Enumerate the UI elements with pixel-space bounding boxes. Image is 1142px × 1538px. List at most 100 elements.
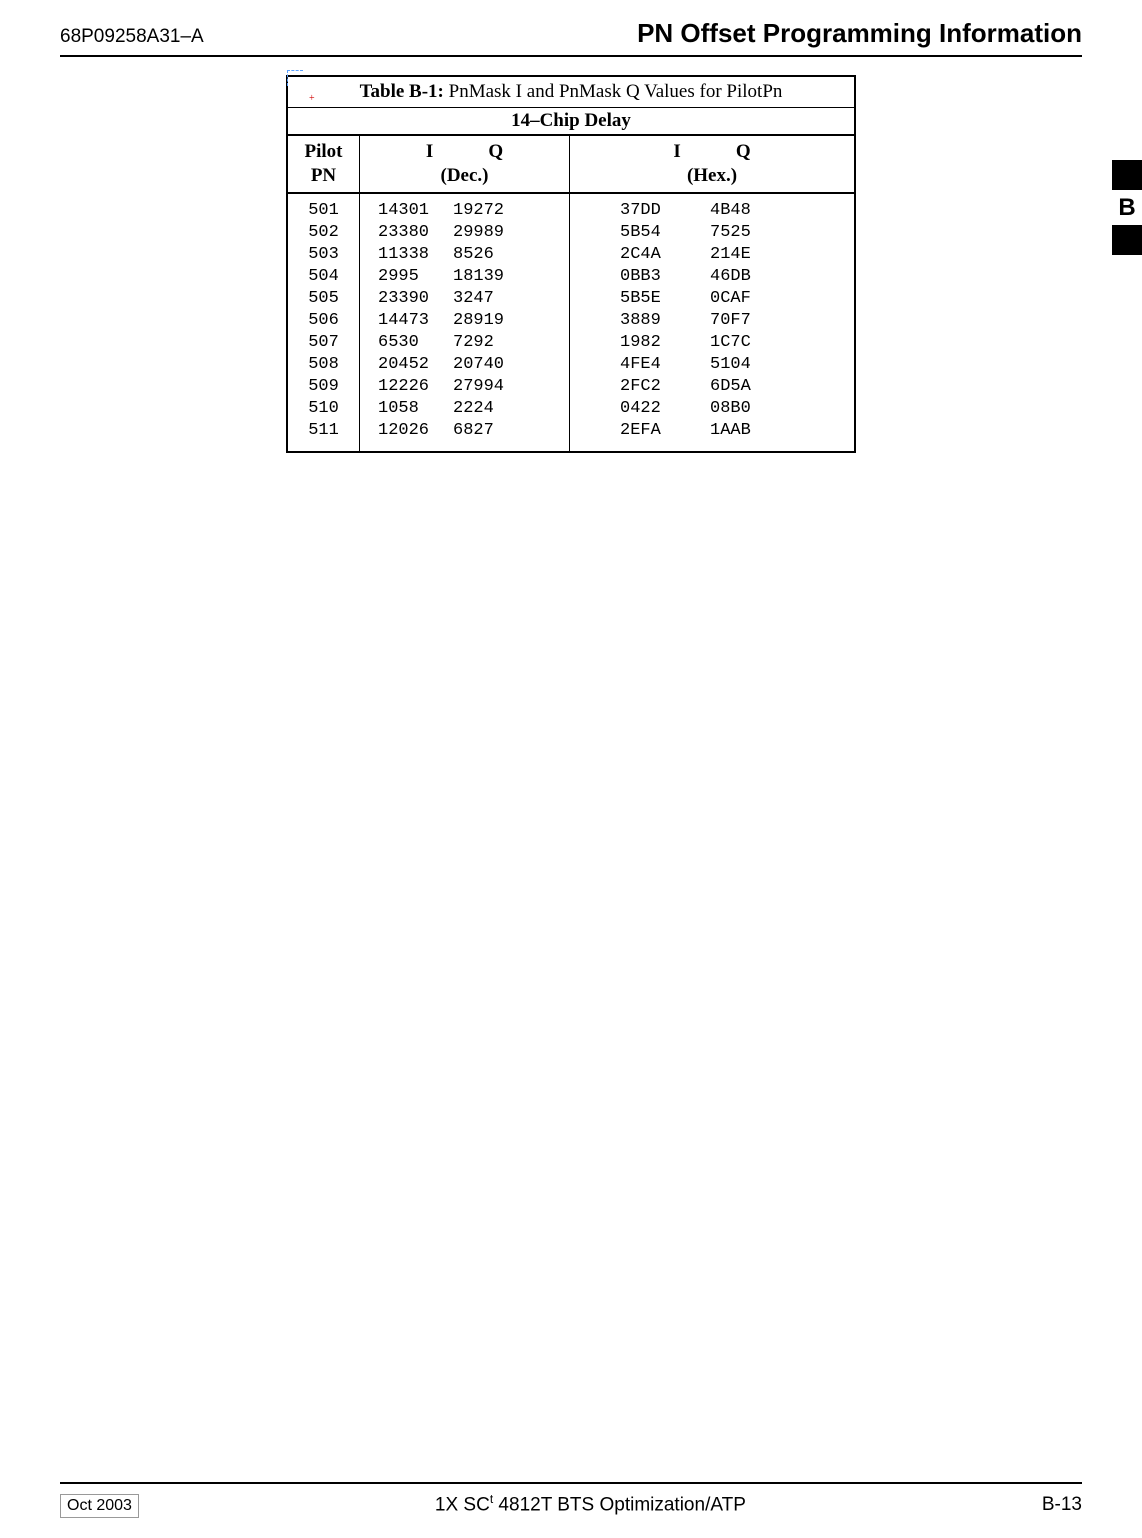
table-cell-q-hex: 08B0 [710,398,751,420]
footer-page-number: B-13 [1042,1494,1082,1516]
table-cell-q-hex: 7525 [710,222,751,244]
table-cell-q-dec: 3247 [453,288,494,310]
page: 68P09258A31–A PN Offset Programming Info… [0,0,1142,1538]
crop-dot-icon: + [309,93,315,104]
table-row-dec: 10582224 [378,398,569,420]
table-cell-q-dec: 27994 [453,376,504,398]
table-cell-i-hex: 37DD [620,200,710,222]
table-row-hex: 2C4A214E [620,244,854,266]
table-row-dec: 1430119272 [378,200,569,222]
table-cell-i-hex: 4FE4 [620,354,710,376]
table-cell-pn: 502 [288,222,359,244]
table-cell-i-dec: 6530 [378,332,453,354]
header-hex: I Q (Hex.) [570,136,854,192]
footer-center-rest: 4812T BTS Optimization/ATP [493,1494,746,1515]
table-row-dec: 233903247 [378,288,569,310]
table-cell-i-dec: 23380 [378,222,453,244]
table-cell-i-hex: 5B54 [620,222,710,244]
table-title-rest: PnMask I and PnMask Q Values for PilotPn [444,81,783,102]
header-pilot-pn: Pilot PN [288,136,360,192]
page-footer: Oct 2003 1X SCt 4812T BTS Optimization/A… [60,1482,1082,1518]
header-pn: PN [288,164,359,188]
page-header: 68P09258A31–A PN Offset Programming Info… [60,0,1082,57]
table-cell-pn: 509 [288,376,359,398]
footer-center: 1X SCt 4812T BTS Optimization/ATP [435,1492,746,1516]
table-cell-i-hex: 1982 [620,332,710,354]
table-cell-q-dec: 19272 [453,200,504,222]
table-cell-q-hex: 0CAF [710,288,751,310]
header-hex-label: (Hex.) [570,164,854,188]
table-cell-q-hex: 1C7C [710,332,751,354]
table-cell-i-dec: 14301 [378,200,453,222]
table-cell-q-dec: 20740 [453,354,504,376]
header-hex-iq: I Q [570,140,854,164]
header-dec-i: I [426,140,433,164]
table-cell-q-hex: 214E [710,244,751,266]
table-row-dec: 113388526 [378,244,569,266]
table-cell-i-hex: 2EFA [620,420,710,442]
header-hex-q: Q [736,140,751,164]
table-cell-q-dec: 18139 [453,266,504,288]
table-row-hex: 19821C7C [620,332,854,354]
table-cell-q-dec: 2224 [453,398,494,420]
pnmask-table: Table B-1: PnMask I and PnMask Q Values … [286,75,856,453]
header-dec-q: Q [488,140,503,164]
table-row-dec: 1222627994 [378,376,569,398]
table-cell-pn: 508 [288,354,359,376]
crop-mark-icon [287,70,303,86]
table-row-hex: 2EFA1AAB [620,420,854,442]
table-cell-i-hex: 0BB3 [620,266,710,288]
footer-center-prefix: 1X SC [435,1494,490,1515]
table-title-prefix: Table B-1: [360,81,444,102]
table-row-hex: 0BB346DB [620,266,854,288]
table-row-hex: 388970F7 [620,310,854,332]
table-cell-q-dec: 28919 [453,310,504,332]
table-pn-column: 501502503504505506507508509510511 [288,194,360,451]
table-cell-i-hex: 5B5E [620,288,710,310]
side-tab-letter: B [1112,190,1142,225]
table-row-hex: 5B547525 [620,222,854,244]
table-cell-q-hex: 5104 [710,354,751,376]
table-cell-q-hex: 70F7 [710,310,751,332]
table-cell-pn: 505 [288,288,359,310]
table-cell-q-hex: 46DB [710,266,751,288]
table-cell-pn: 503 [288,244,359,266]
table-cell-q-hex: 4B48 [710,200,751,222]
table-row-dec: 299518139 [378,266,569,288]
header-hex-i: I [673,140,680,164]
table-column-headers: Pilot PN I Q (Dec.) I Q (Hex.) [288,136,854,194]
header-dec-label: (Dec.) [360,164,569,188]
table-cell-i-hex: 0422 [620,398,710,420]
table-row-dec: 1447328919 [378,310,569,332]
table-cell-i-dec: 1058 [378,398,453,420]
table-cell-q-dec: 7292 [453,332,494,354]
footer-date: Oct 2003 [60,1494,139,1518]
table-cell-i-dec: 14473 [378,310,453,332]
table-row-hex: 4FE45104 [620,354,854,376]
table-row-dec: 2338029989 [378,222,569,244]
table-hex-column: 37DD4B485B5475252C4A214E0BB346DB5B5E0CAF… [570,194,854,451]
side-tab-block-bottom [1112,225,1142,255]
table-row-hex: 042208B0 [620,398,854,420]
table-cell-q-dec: 8526 [453,244,494,266]
table-cell-i-dec: 11338 [378,244,453,266]
table-cell-i-dec: 12026 [378,420,453,442]
section-title: PN Offset Programming Information [637,18,1082,49]
table-body: 501502503504505506507508509510511 143011… [288,194,854,451]
table-row-hex: 37DD4B48 [620,200,854,222]
table-cell-pn: 506 [288,310,359,332]
table-row-hex: 5B5E0CAF [620,288,854,310]
table-cell-i-dec: 20452 [378,354,453,376]
table-cell-q-dec: 29989 [453,222,504,244]
table-cell-q-dec: 6827 [453,420,494,442]
table-cell-pn: 510 [288,398,359,420]
document-id: 68P09258A31–A [60,26,204,48]
table-row-hex: 2FC26D5A [620,376,854,398]
table-cell-i-dec: 23390 [378,288,453,310]
table-cell-i-dec: 2995 [378,266,453,288]
table-cell-pn: 501 [288,200,359,222]
table-cell-pn: 511 [288,420,359,442]
table-cell-i-hex: 3889 [620,310,710,332]
header-pilot: Pilot [288,140,359,164]
table-title: Table B-1: PnMask I and PnMask Q Values … [288,77,854,108]
